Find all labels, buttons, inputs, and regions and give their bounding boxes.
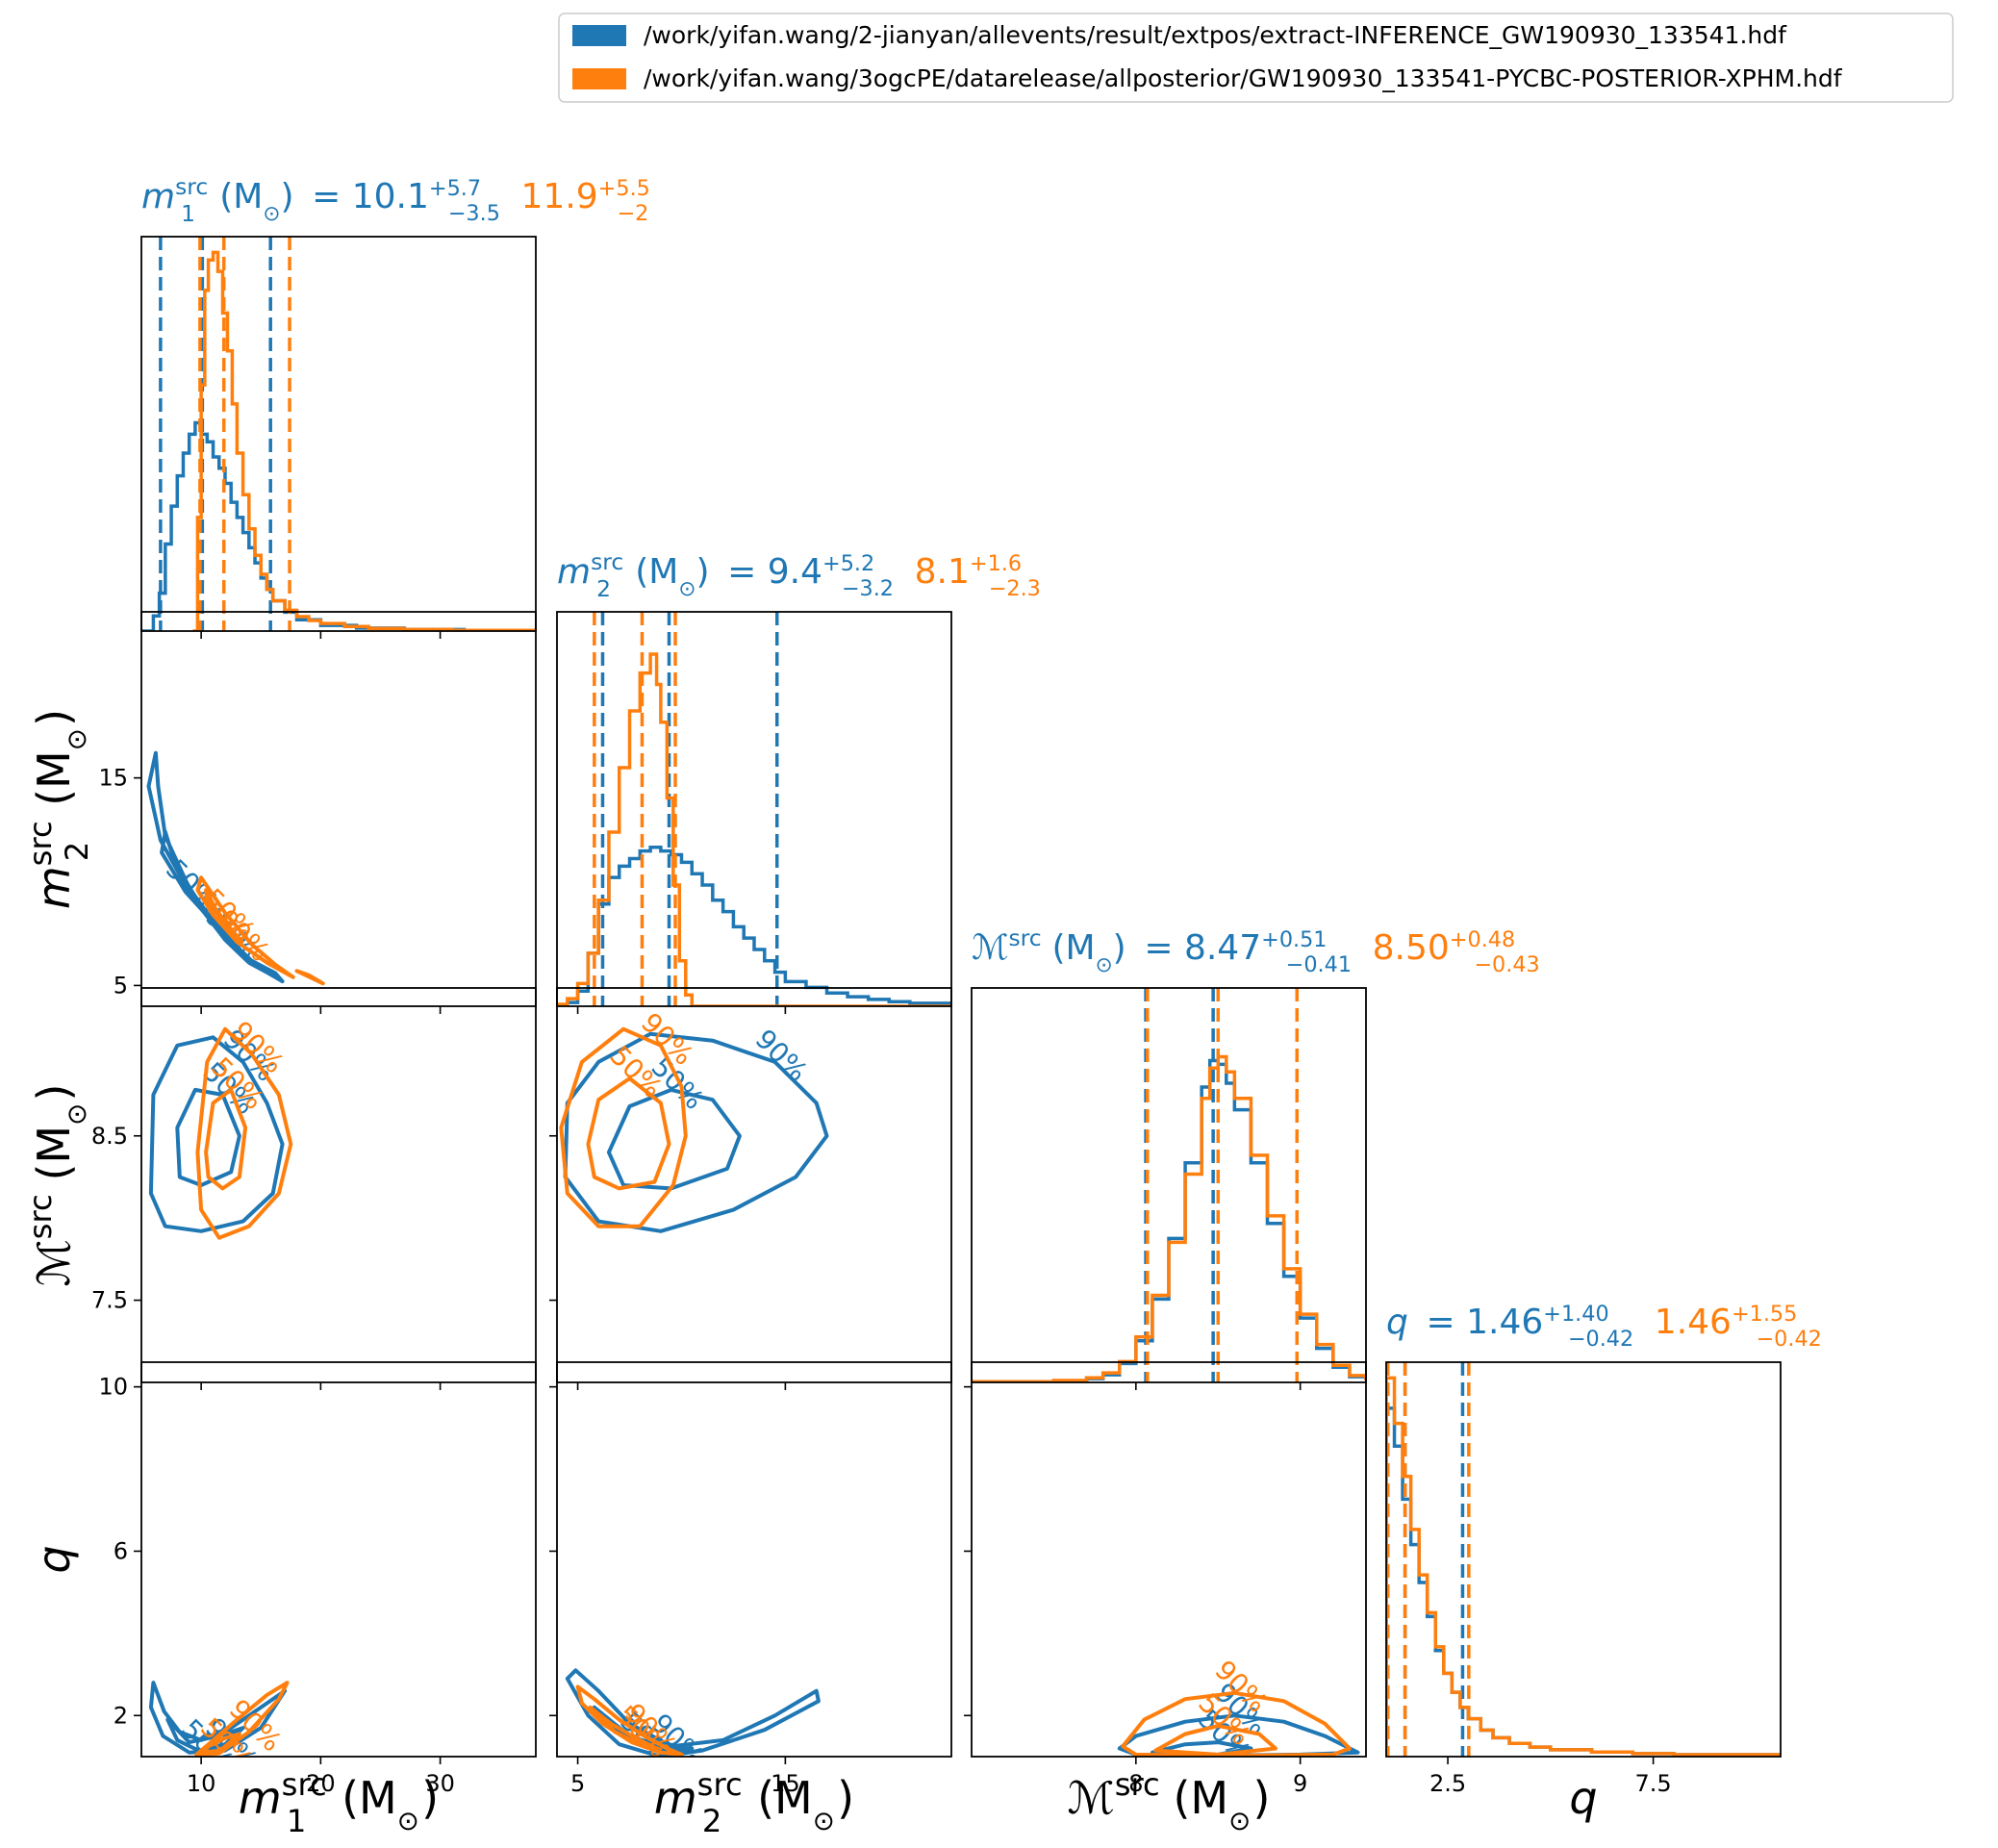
- panel-q-m2: 90%50%90%50%5 15: [549, 1361, 952, 1797]
- y-tick-label: 7.5: [91, 1287, 128, 1314]
- y-tick-label: 10: [98, 1374, 128, 1401]
- panel-frame: [556, 987, 952, 1383]
- contour-m1-mc-run1-50%: [175, 1087, 241, 1187]
- legend-label-2: /work/yifan.wang/3ogcPE/datarelease/allp…: [644, 64, 1843, 92]
- y-tick-label: 5: [114, 972, 128, 999]
- panel-mc-m2: 90%50%90%50%: [549, 987, 952, 1390]
- panel-mc-mc: [971, 987, 1367, 1390]
- contour-m1-mc-run2-50%: [204, 1087, 248, 1191]
- panel-m2-m2: [556, 611, 952, 1014]
- y-tick-label: 6: [114, 1537, 128, 1564]
- axis-labels: msrc 1 (M⊙) msrc 2 (M⊙) ℳsrc (M⊙) q msrc2(M⊙) ℳsrc…: [22, 709, 1598, 1839]
- histogram-m2-run2: [557, 652, 951, 1006]
- panel-frame: [1385, 1361, 1782, 1758]
- x-tick-label: 5: [570, 1770, 585, 1797]
- panel-frame: [140, 236, 537, 632]
- contour-m2-q-run2-90%: [575, 1684, 684, 1757]
- histogram-mc-run1: [972, 1058, 1366, 1382]
- x-tick-label: 7.5: [1635, 1770, 1672, 1797]
- panel-m2-m1: 90%50%90%50%515: [98, 611, 537, 1014]
- legend-label-1: /work/yifan.wang/2-jianyan/allevents/res…: [644, 21, 1787, 49]
- panel-frame: [556, 1361, 952, 1758]
- x-tick-label: 15: [771, 1770, 800, 1797]
- contour-m1-q-run2-50%: [201, 1732, 241, 1755]
- x-axis-label-m1: msrc 1 (M⊙): [239, 1766, 439, 1839]
- histogram-q-run2: [1386, 1376, 1781, 1757]
- contour-m1-m2-run2-tail: [294, 969, 325, 986]
- title-mc: ℳsrc (M⊙) = 8.47+0.51 −0.41 8.50+0.48 −0.43: [972, 924, 1540, 977]
- x-tick-label: 8: [1128, 1770, 1143, 1797]
- histogram-m2-run1: [557, 845, 951, 1006]
- x-tick-label: 10: [187, 1770, 216, 1797]
- contour-m1-m2-run1-50%: [160, 829, 244, 954]
- histogram-m1-run2: [192, 250, 536, 631]
- panel-frame: [140, 1361, 537, 1758]
- contour-m1-mc-run1-90%: [148, 1035, 285, 1233]
- panel-frame: [140, 611, 537, 1007]
- x-axis-label-q: q: [1569, 1772, 1597, 1824]
- parameter-titles: msrc 1 (M⊙) = 10.1+5.7 −3.5 11.9+5.5 −2 msrc 2(…: [141, 173, 1822, 1352]
- panel-q-mc: 90%50%90%50%8 9: [964, 1361, 1367, 1797]
- legend: /work/yifan.wang/2-jianyan/allevents/res…: [558, 13, 1954, 103]
- contour-m2-mc-run1-90%: [563, 1031, 829, 1233]
- panel-m1-m1: [140, 236, 537, 639]
- legend-swatch-1: [572, 25, 626, 46]
- y-axis-label-q: q: [28, 1545, 80, 1573]
- legend-frame: [558, 13, 1954, 103]
- panel-frame: [140, 987, 537, 1383]
- contour-m2-mc-run2-90%: [559, 1026, 688, 1228]
- corner-panels: 90%50%90%50%51590%50%90%50%7.58.590%50%9…: [91, 236, 1782, 1797]
- y-axis-label-m2: msrc2(M⊙): [22, 709, 95, 909]
- panel-frame: [971, 1361, 1367, 1758]
- contour-m2-q-run2-50%: [588, 1705, 659, 1751]
- title-m2: msrc 2 (M⊙) = 9.4+5.2 −3.2 8.1+1.6 −2.3: [557, 548, 1041, 602]
- histogram-q-run1: [1386, 1406, 1781, 1757]
- x-tick-label: 30: [425, 1770, 455, 1797]
- panel-frame: [971, 987, 1367, 1383]
- contour-m1-m2-run2-50%: [204, 888, 244, 945]
- panel-q-q: 2.5 7.5: [1385, 1361, 1782, 1797]
- histogram-mc-run2: [972, 1054, 1366, 1382]
- y-tick-label: 2: [114, 1702, 128, 1729]
- y-axis-label-mc: ℳsrc(M⊙): [22, 1083, 92, 1286]
- x-axis-label-m2: msrc 2 (M⊙): [654, 1766, 854, 1839]
- x-axis-label-mc: ℳsrc (M⊙): [1067, 1766, 1270, 1836]
- legend-swatch-2: [572, 68, 626, 89]
- title-m1: msrc 1 (M⊙) = 10.1+5.7 −3.5 11.9+5.5 −2: [141, 173, 650, 227]
- title-q: q = 1.46+1.40 −0.42 1.46+1.55 −0.42: [1386, 1302, 1822, 1352]
- y-tick-label: 15: [98, 765, 128, 792]
- contour-m1-mc-run2-90%: [195, 1026, 293, 1240]
- contour-mc-q-run2-90%: [1121, 1690, 1352, 1757]
- contour-mc-q-run2-50%: [1153, 1724, 1277, 1757]
- contour-m2-q-run1-90%: [565, 1668, 821, 1757]
- x-tick-label: 9: [1293, 1770, 1307, 1797]
- x-tick-label: 20: [306, 1770, 336, 1797]
- contour-m1-q-run2-90%: [194, 1681, 290, 1757]
- x-tick-label: 2.5: [1429, 1770, 1466, 1797]
- panel-frame: [556, 611, 952, 1007]
- y-tick-label: 8.5: [91, 1123, 128, 1150]
- contour-m1-m2-run2-90%: [195, 875, 295, 979]
- panel-mc-m1: 90%50%90%50%7.58.5: [91, 987, 537, 1390]
- contour-m2-mc-run2-50%: [586, 1076, 671, 1191]
